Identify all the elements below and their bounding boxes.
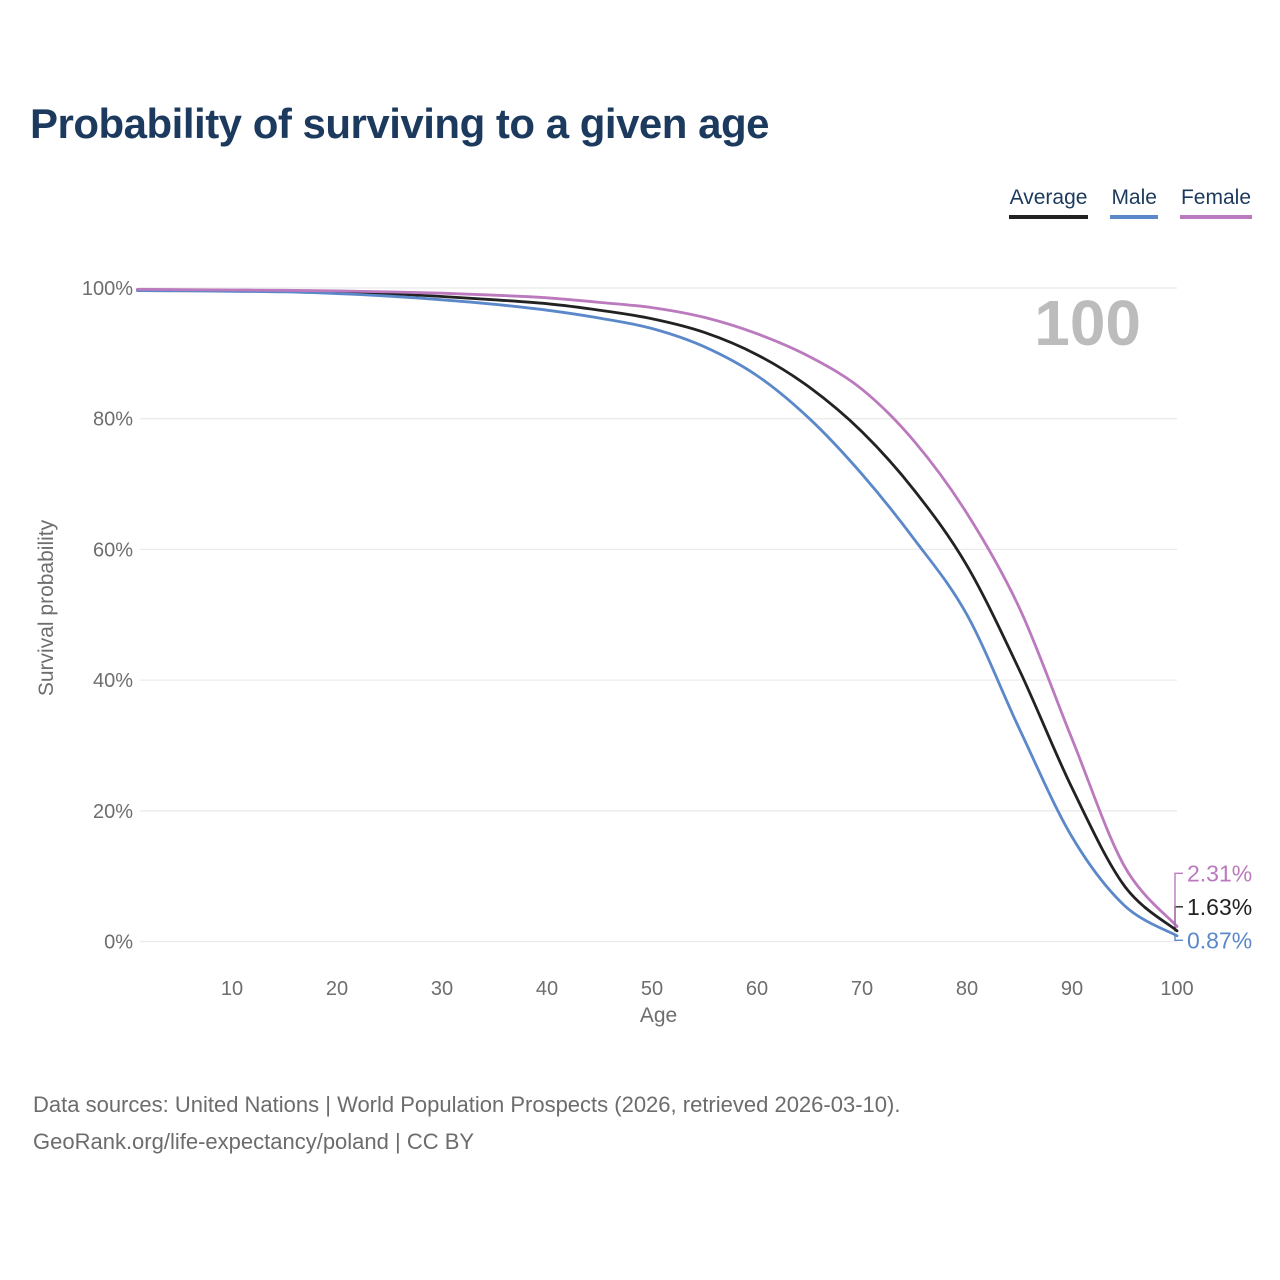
x-tick-label-30: 30 bbox=[431, 978, 453, 1000]
end-value-label-male: 0.87% bbox=[1187, 927, 1252, 953]
end-label-connector-male bbox=[1174, 935, 1183, 941]
x-tick-label-100: 100 bbox=[1160, 978, 1193, 1000]
y-tick-label-60: 60% bbox=[93, 539, 133, 561]
x-tick-label-80: 80 bbox=[956, 978, 978, 1000]
x-tick-label-60: 60 bbox=[746, 978, 768, 1000]
legend-item-male[interactable]: Male bbox=[1110, 186, 1158, 219]
chart-title: Probability of surviving to a given age bbox=[30, 100, 769, 147]
y-tick-label-0: 0% bbox=[104, 932, 133, 954]
y-tick-label-100: 100% bbox=[82, 278, 133, 300]
end-label-connector-female bbox=[1174, 872, 1183, 928]
series-line-male[interactable] bbox=[136, 289, 1179, 938]
y-tick-label-20: 20% bbox=[93, 801, 133, 823]
legend-item-average[interactable]: Average bbox=[1008, 186, 1089, 219]
legend: Average Male Female bbox=[1008, 186, 1252, 219]
y-tick-label-40: 40% bbox=[93, 670, 133, 692]
x-tick-label-70: 70 bbox=[851, 978, 873, 1000]
x-tick-label-40: 40 bbox=[536, 978, 558, 1000]
series-line-female[interactable] bbox=[136, 287, 1179, 928]
survival-chart: 0% 20% 40% 60% 80% 100% 100 10 20 30 40 50 60 70 80 90 1… bbox=[82, 278, 1252, 1000]
watermark-age-label: 100 bbox=[1034, 287, 1141, 359]
end-value-label-female: 2.31% bbox=[1187, 860, 1252, 886]
x-axis-title: Age bbox=[639, 1004, 678, 1027]
x-tick-label-10: 10 bbox=[221, 978, 243, 1000]
x-tick-label-20: 20 bbox=[326, 978, 348, 1000]
footer-attribution-line: GeoRank.org/life-expectancy/poland | CC … bbox=[33, 1129, 475, 1154]
end-value-label-average: 1.63% bbox=[1187, 894, 1252, 920]
footer: Data sources: United Nations | World Pop… bbox=[33, 1086, 900, 1160]
footer-sources-line: Data sources: United Nations | World Pop… bbox=[33, 1092, 901, 1117]
x-tick-label-50: 50 bbox=[641, 978, 663, 1000]
legend-item-female[interactable]: Female bbox=[1179, 186, 1252, 219]
y-tick-label-80: 80% bbox=[93, 409, 133, 431]
x-tick-label-90: 90 bbox=[1061, 978, 1083, 1000]
y-axis-title: Survival probability bbox=[35, 519, 58, 697]
